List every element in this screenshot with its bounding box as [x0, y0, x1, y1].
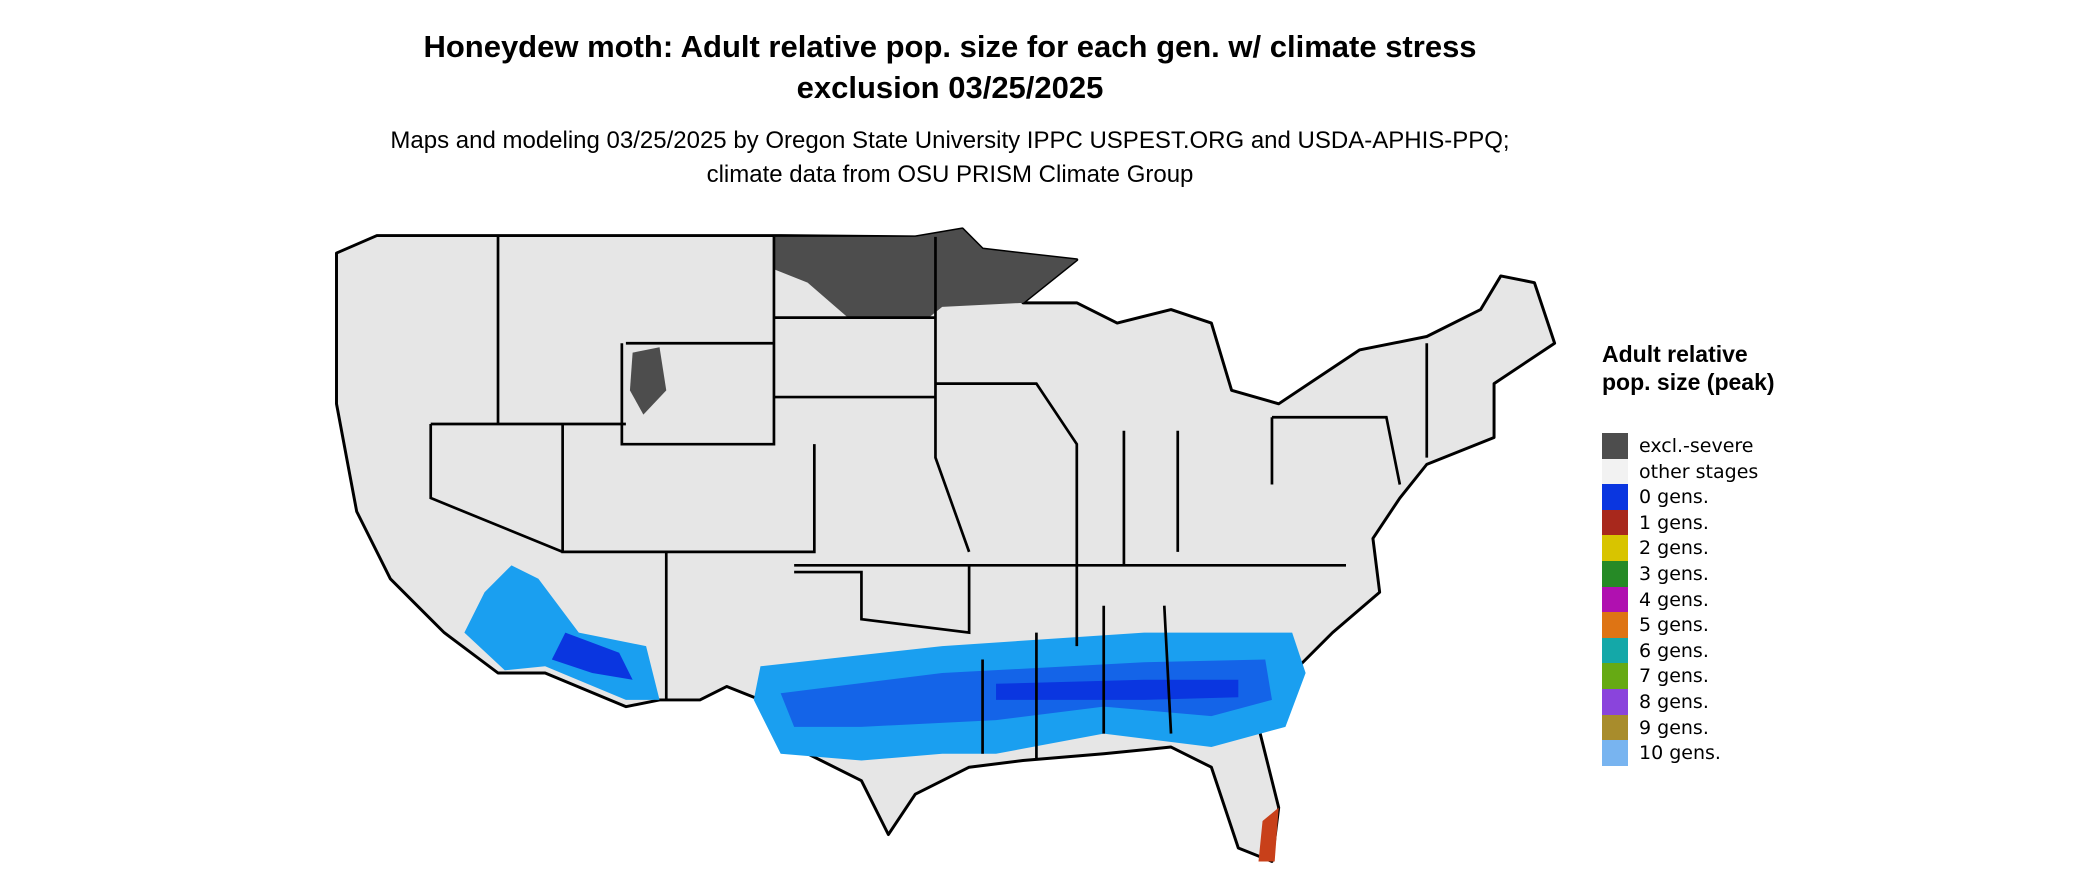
legend-item: 4 gens. — [1602, 586, 1709, 613]
gens-florida-tip — [1258, 807, 1279, 862]
legend-item: 3 gens. — [1602, 561, 1709, 587]
state-lines — [429, 236, 1429, 761]
legend-label: 6 gens. — [1639, 639, 1709, 662]
legend-item: 1 gens. — [1602, 509, 1709, 536]
legend-label: 4 gens. — [1639, 588, 1709, 611]
legend-item: excl.-severe — [1602, 433, 1754, 459]
legend-swatch — [1602, 561, 1628, 587]
legend-label: excl.-severe — [1639, 435, 1754, 457]
legend-label: 3 gens. — [1639, 563, 1709, 585]
us-map — [335, 227, 1557, 863]
gens-band-dark — [996, 679, 1239, 700]
legend-swatch — [1602, 689, 1628, 715]
legend-item: other stages — [1602, 458, 1759, 485]
gens-southwest-dark — [551, 632, 633, 680]
legend-label: 1 gens. — [1639, 511, 1709, 534]
excluded-region — [773, 228, 1077, 318]
map-title: Honeydew moth: Adult relative pop. size … — [423, 29, 1477, 105]
legend-swatch — [1602, 740, 1628, 767]
legend-label: 5 gens. — [1639, 614, 1709, 637]
excluded-patch — [629, 347, 667, 415]
legend-label: 0 gens. — [1639, 486, 1709, 509]
legend-item: 7 gens. — [1602, 663, 1709, 690]
legend-swatch — [1602, 663, 1628, 690]
legend-item: 2 gens. — [1602, 535, 1709, 562]
legend-label: 2 gens. — [1639, 537, 1709, 560]
legend-swatch — [1602, 586, 1628, 613]
us-outline — [335, 227, 1557, 863]
legend-item: 0 gens. — [1602, 484, 1709, 511]
legend-item: 8 gens. — [1602, 689, 1709, 715]
legend-swatch — [1602, 458, 1628, 485]
legend-label: other stages — [1639, 460, 1759, 483]
legend-item: 9 gens. — [1602, 714, 1709, 741]
legend-swatch — [1602, 484, 1628, 511]
legend-swatch — [1602, 637, 1628, 664]
legend-item: 5 gens. — [1602, 612, 1709, 639]
legend-label: 7 gens. — [1639, 665, 1709, 688]
legend-swatch — [1602, 612, 1628, 639]
legend-swatch — [1602, 509, 1628, 536]
map-subtitle: Maps and modeling 03/25/2025 by Oregon S… — [390, 127, 1510, 188]
legend-swatch — [1602, 714, 1628, 741]
legend-label: 8 gens. — [1639, 691, 1709, 713]
legend-swatch — [1602, 433, 1628, 459]
legend-item: 6 gens. — [1602, 637, 1709, 664]
legend-title: Adult relative pop. size (peak) — [1602, 341, 1775, 395]
legend-item: 10 gens. — [1602, 740, 1721, 767]
legend-label: 10 gens. — [1639, 742, 1721, 765]
legend-swatch — [1602, 535, 1628, 562]
legend-label: 9 gens. — [1639, 716, 1709, 739]
